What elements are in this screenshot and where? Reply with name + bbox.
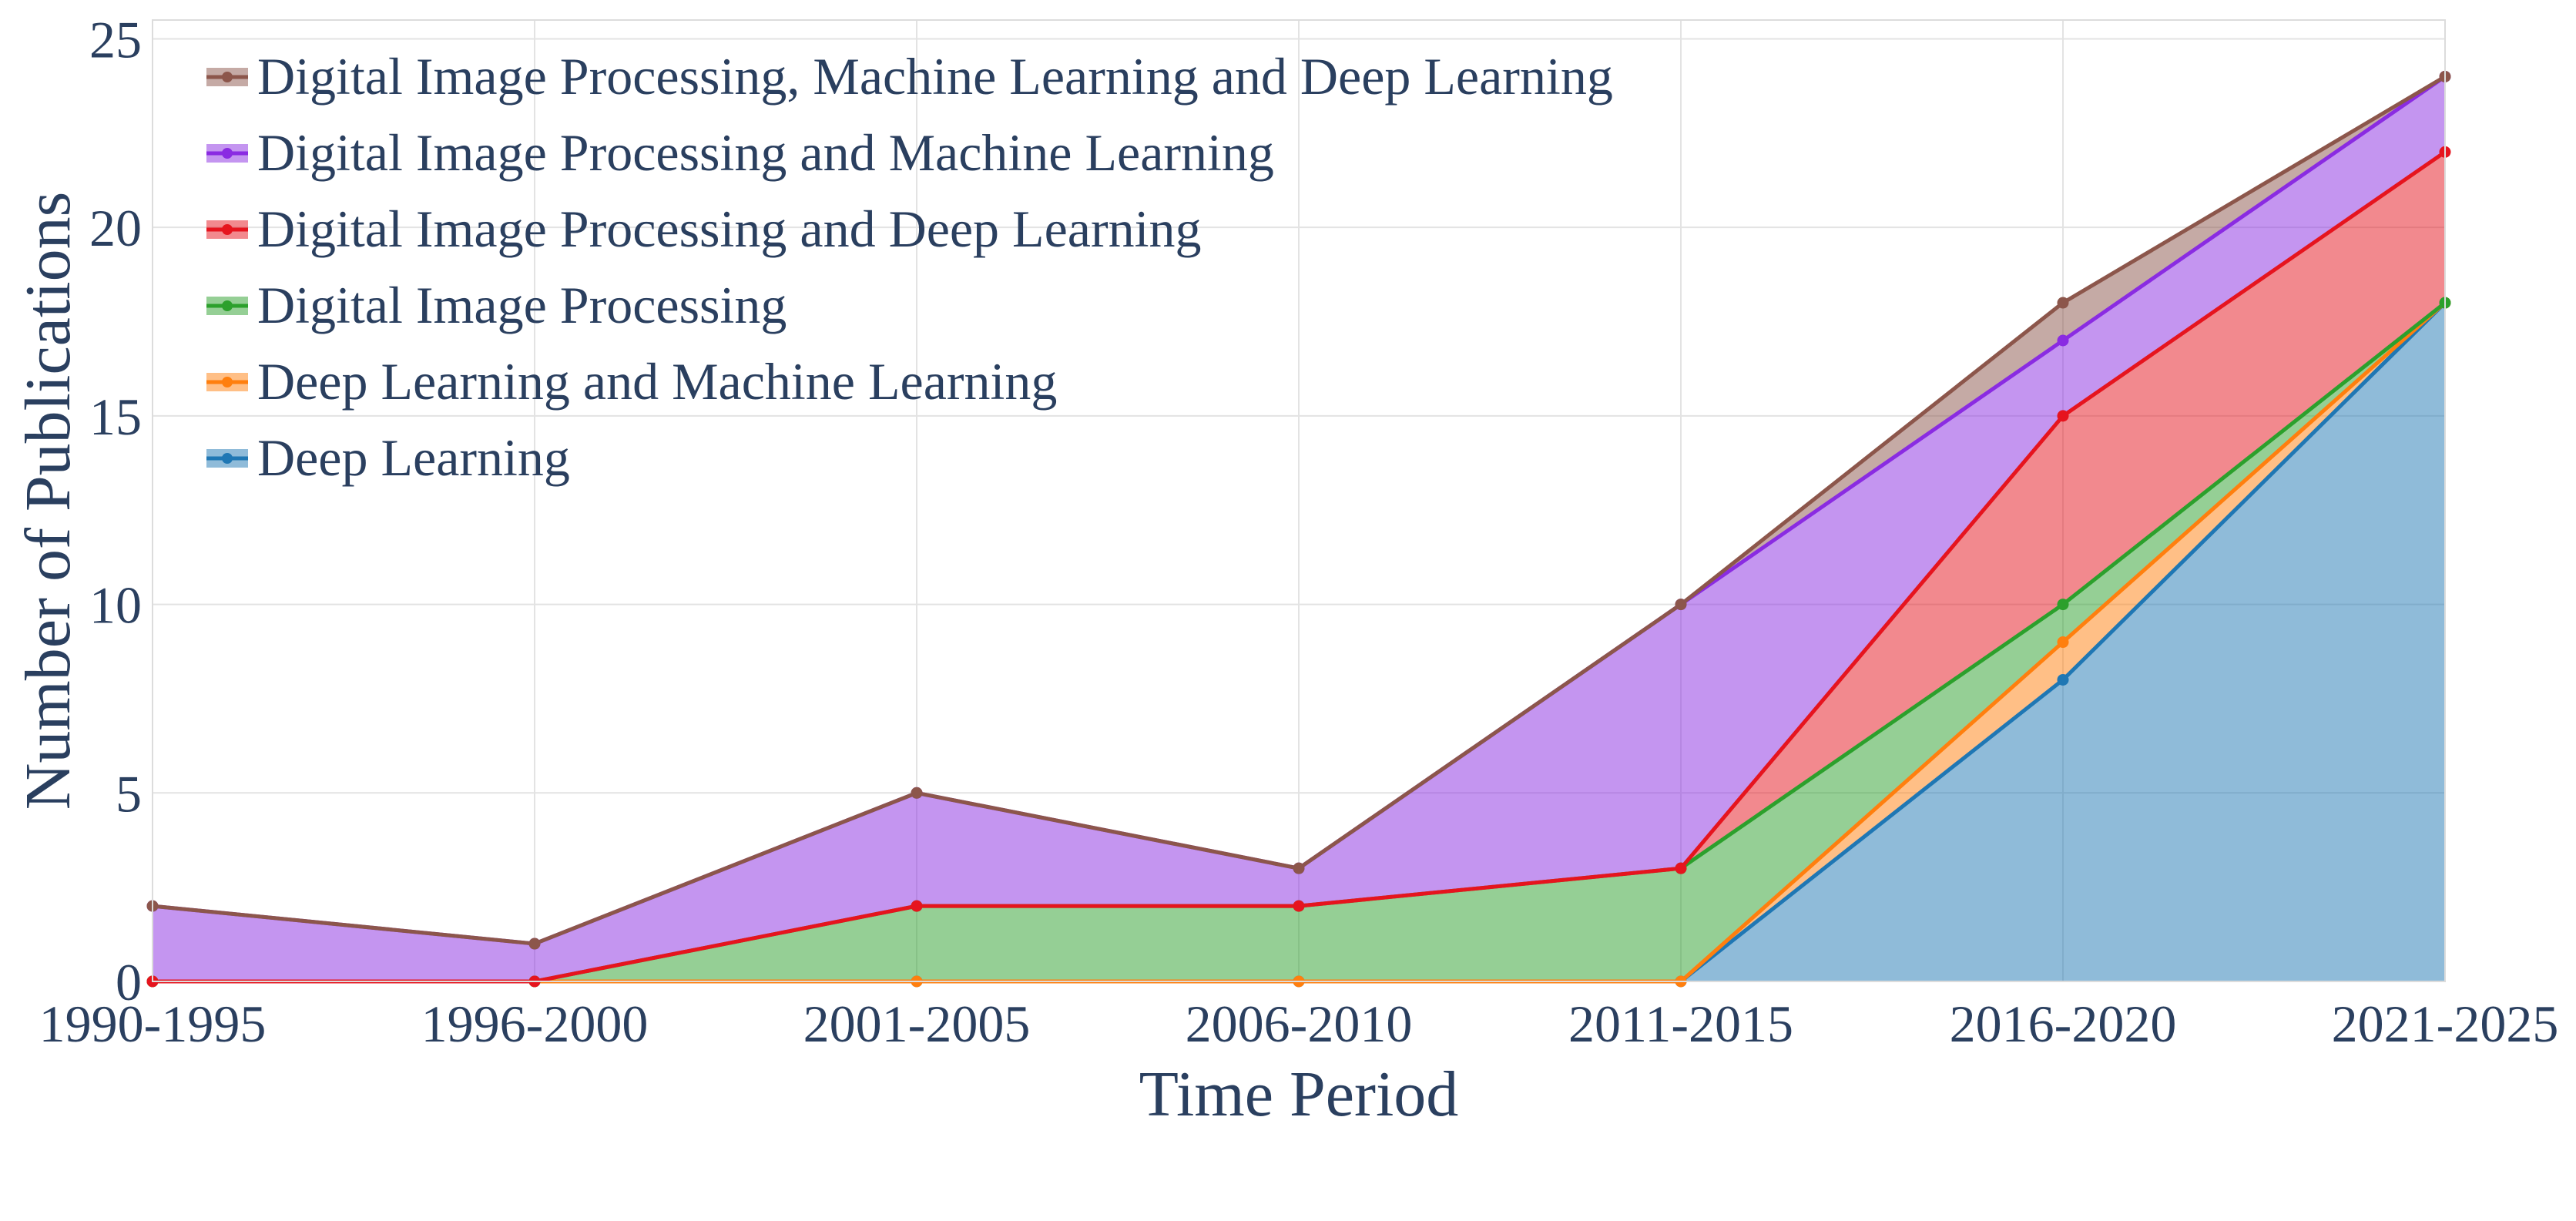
point-digital-image-processing-and-deep-learning bbox=[911, 900, 923, 912]
point-digital-image-processing-and-deep-learning bbox=[1293, 900, 1305, 912]
point-digital-image-processing-and-deep-learning bbox=[2057, 410, 2069, 422]
y-tick-label: 5 bbox=[116, 764, 142, 823]
area-deep-learning bbox=[153, 303, 2445, 981]
area-digital-image-processing-and-deep-learning bbox=[153, 152, 2445, 982]
y-tick-label: 25 bbox=[89, 10, 142, 69]
x-tick-label: 2011-2015 bbox=[1568, 995, 1793, 1053]
legend-label: Digital Image Processing and Machine Lea… bbox=[257, 123, 1274, 182]
legend-marker bbox=[222, 148, 233, 159]
legend-item-digital-image-processing-and-deep-learning[interactable]: Digital Image Processing and Deep Learni… bbox=[206, 200, 1202, 258]
legend-label: Digital Image Processing and Deep Learni… bbox=[257, 200, 1202, 258]
legend-label: Deep Learning and Machine Learning bbox=[257, 352, 1057, 411]
y-tick-labels: 0 5 10 15 20 25 bbox=[89, 10, 142, 1011]
x-tick-label: 1996-2000 bbox=[421, 995, 649, 1053]
y-tick-label: 10 bbox=[89, 576, 142, 635]
point-deep-learning-and-machine-learning bbox=[2057, 636, 2069, 649]
y-tick-label: 15 bbox=[89, 387, 142, 446]
point-digital-image-processing-machine-learning-and-deep-learning bbox=[911, 787, 923, 799]
legend-marker bbox=[222, 300, 233, 311]
legend-item-deep-learning-and-machine-learning[interactable]: Deep Learning and Machine Learning bbox=[206, 352, 1057, 411]
x-tick-label: 1990-1995 bbox=[39, 995, 267, 1053]
point-digital-image-processing-machine-learning-and-deep-learning bbox=[1675, 599, 1687, 611]
point-digital-image-processing-machine-learning-and-deep-learning bbox=[528, 938, 541, 950]
legend-label: Deep Learning bbox=[257, 428, 570, 487]
x-axis-title: Time Period bbox=[1139, 1058, 1459, 1130]
legend-item-digital-image-processing[interactable]: Digital Image Processing bbox=[206, 276, 787, 334]
legend-marker bbox=[222, 377, 233, 387]
legend-item-digital-image-processing-machine-learning-and-deep-learning[interactable]: Digital Image Processing, Machine Learni… bbox=[206, 47, 1613, 106]
x-tick-label: 2001-2005 bbox=[803, 995, 1031, 1053]
legend-marker bbox=[222, 453, 233, 464]
legend-marker bbox=[222, 224, 233, 235]
point-digital-image-processing-and-deep-learning bbox=[1675, 862, 1687, 874]
x-tick-labels: 1990-1995 1996-2000 2001-2005 2006-2010 2011… bbox=[39, 995, 2559, 1053]
legend-marker bbox=[222, 72, 233, 82]
legend[interactable]: Digital Image Processing, Machine Learni… bbox=[206, 47, 1613, 487]
y-tick-label: 20 bbox=[89, 199, 142, 257]
point-digital-image-processing bbox=[2057, 599, 2069, 611]
x-tick-label: 2021-2025 bbox=[2332, 995, 2559, 1053]
point-digital-image-processing-and-machine-learning bbox=[2057, 334, 2069, 347]
x-tick-label: 2016-2020 bbox=[1950, 995, 2177, 1053]
point-digital-image-processing-machine-learning-and-deep-learning bbox=[2057, 297, 2069, 309]
point-digital-image-processing-machine-learning-and-deep-learning bbox=[1293, 862, 1305, 874]
legend-item-digital-image-processing-and-machine-learning[interactable]: Digital Image Processing and Machine Lea… bbox=[206, 123, 1274, 182]
y-axis-title: Number of Publications bbox=[12, 192, 84, 810]
legend-label: Digital Image Processing, Machine Learni… bbox=[257, 47, 1613, 106]
x-tick-label: 2006-2010 bbox=[1186, 995, 1413, 1053]
y-tick-label: 0 bbox=[116, 953, 142, 1011]
point-deep-learning bbox=[2057, 673, 2069, 686]
legend-item-deep-learning[interactable]: Deep Learning bbox=[206, 428, 570, 487]
plot-frame bbox=[152, 19, 2446, 982]
legend-label: Digital Image Processing bbox=[257, 276, 787, 334]
